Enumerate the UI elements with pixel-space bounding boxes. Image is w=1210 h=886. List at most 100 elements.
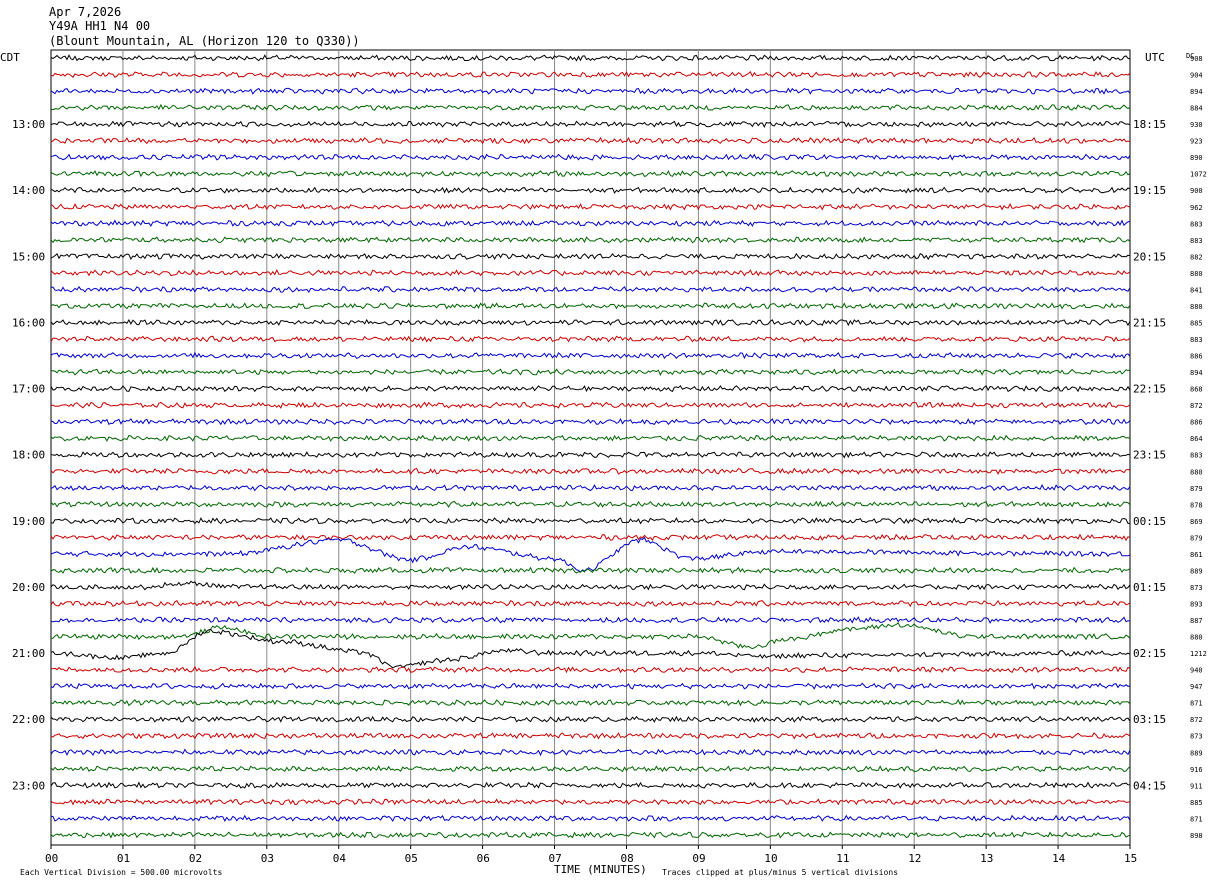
left-hour-label: 17:00 [12, 383, 45, 396]
dc-offset-label: 900 [1190, 187, 1203, 195]
dc-offset-label: 889 [1190, 749, 1203, 757]
dc-offset-label: 872 [1190, 716, 1203, 724]
dc-offset-label: 962 [1190, 204, 1203, 212]
dc-offset-label: 890 [1190, 154, 1203, 162]
trace-row-8 [50, 186, 1131, 194]
right-hour-label: 00:15 [1133, 515, 1166, 528]
dc-offset-label: 893 [1190, 600, 1203, 608]
dc-offset-label: 904 [1190, 72, 1203, 80]
trace-row-27 [50, 500, 1131, 508]
trace-row-22 [50, 418, 1131, 426]
x-tick-label: 03 [261, 852, 274, 865]
trace-row-5 [50, 136, 1131, 145]
trace-row-17 [50, 335, 1131, 343]
dc-offset-label: 879 [1190, 534, 1203, 542]
trace-row-25 [50, 467, 1131, 476]
x-tick-label: 07 [549, 852, 562, 865]
dc-offset-label: 873 [1190, 733, 1203, 741]
left-hour-label: 21:00 [12, 647, 45, 660]
trace-row-33 [50, 599, 1131, 608]
right-hour-label: 23:15 [1133, 449, 1166, 462]
trace-row-0 [50, 54, 1131, 62]
dc-offset-label: 868 [1190, 386, 1203, 394]
left-hour-labels: 13:00 14:00 15:00 16:00 17:00 18:00 19:00 20:00… [12, 118, 45, 792]
dc-offset-label: 947 [1190, 683, 1203, 691]
dc-offset-label: 871 [1190, 700, 1203, 708]
dc-offset-label: 1072 [1190, 171, 1207, 179]
dc-offset-label: 883 [1190, 220, 1203, 228]
scale-note: Each Vertical Division = 500.00 microvol… [20, 868, 222, 877]
trace-row-1 [50, 70, 1131, 79]
dc-offset-label: 872 [1190, 402, 1203, 410]
dc-offset-label: 861 [1190, 551, 1203, 559]
right-hour-label: 03:15 [1133, 713, 1166, 726]
dc-offset-label: 882 [1190, 253, 1203, 261]
right-hour-label: 02:15 [1133, 647, 1166, 660]
dc-offset-label: 883 [1190, 336, 1203, 344]
x-tick-label: 12 [908, 852, 921, 865]
left-hour-label: 13:00 [12, 118, 45, 131]
trace-row-31 [50, 566, 1131, 575]
left-hour-label: 20:00 [12, 581, 45, 594]
right-timezone-label: UTC [1145, 51, 1165, 64]
x-tick-label: 14 [1052, 852, 1066, 865]
trace-row-2 [50, 87, 1131, 95]
x-tick-label: 00 [45, 852, 58, 865]
dc-label: DC [1186, 52, 1194, 60]
x-tick-label: 13 [980, 852, 993, 865]
x-tick-label: 06 [477, 852, 490, 865]
trace-row-11 [50, 236, 1131, 244]
right-hour-labels: 18:15 19:15 20:15 21:15 22:15 23:15 00:15 01:15… [1133, 118, 1166, 792]
left-hour-label: 23:00 [12, 779, 45, 792]
trace-row-21 [50, 401, 1131, 409]
dc-offset-label: 889 [1190, 567, 1203, 575]
dc-offset-label: 884 [1190, 105, 1203, 113]
dc-offset-label: 864 [1190, 435, 1203, 443]
x-tick-labels: 00 01 02 03 04 05 06 07 08 09 10 11 12 13 14 15 [45, 845, 1137, 865]
trace-row-4 [50, 120, 1131, 129]
trace-row-29 [50, 533, 1131, 542]
trace-row-28 [50, 517, 1130, 525]
trace-row-10 [50, 219, 1131, 227]
trace-row-35 [50, 622, 1131, 650]
trace-row-3 [50, 103, 1131, 112]
trace-row-7 [50, 170, 1131, 178]
trace-row-13 [50, 269, 1131, 277]
trace-row-14 [50, 285, 1131, 294]
clip-note: Traces clipped at plus/minus 5 vertical … [662, 868, 898, 877]
left-hour-label: 14:00 [12, 184, 45, 197]
trace-row-46 [50, 814, 1131, 823]
dc-offset-label: 894 [1190, 88, 1203, 96]
x-tick-label: 15 [1124, 852, 1137, 865]
trace-row-24 [50, 451, 1131, 459]
trace-row-20 [50, 385, 1131, 393]
right-hour-label: 20:15 [1133, 250, 1166, 263]
dc-offset-label: 880 [1190, 634, 1203, 642]
trace-row-15 [50, 302, 1131, 310]
right-hour-label: 19:15 [1133, 184, 1166, 197]
dc-offset-label: 883 [1190, 452, 1203, 460]
dc-offset-label: 930 [1190, 121, 1203, 129]
dc-offset-label: 880 [1190, 270, 1203, 278]
x-axis-label: TIME (MINUTES) [554, 863, 647, 876]
dc-offset-label: 841 [1190, 286, 1203, 294]
left-hour-label: 19:00 [12, 515, 45, 528]
trace-group [50, 54, 1131, 839]
dc-offset-label: 886 [1190, 419, 1203, 427]
trace-row-38 [50, 682, 1131, 690]
dc-offset-label: 885 [1190, 799, 1203, 807]
dc-offset-label: 883 [1190, 237, 1203, 245]
dc-offset-label: 898 [1190, 832, 1203, 840]
dc-offset-label: 885 [1190, 319, 1203, 327]
trace-row-9 [50, 202, 1131, 211]
trace-row-26 [50, 483, 1131, 492]
header-location: (Blount Mountain, AL (Horizon 120 to Q33… [49, 34, 360, 48]
trace-row-42 [50, 748, 1131, 757]
plot-frame [50, 49, 1131, 846]
dc-offset-label: 880 [1190, 468, 1203, 476]
dc-offset-label: 911 [1190, 782, 1203, 790]
trace-row-6 [50, 153, 1131, 161]
grid-lines [50, 49, 1131, 846]
dc-offset-label: 871 [1190, 815, 1203, 823]
